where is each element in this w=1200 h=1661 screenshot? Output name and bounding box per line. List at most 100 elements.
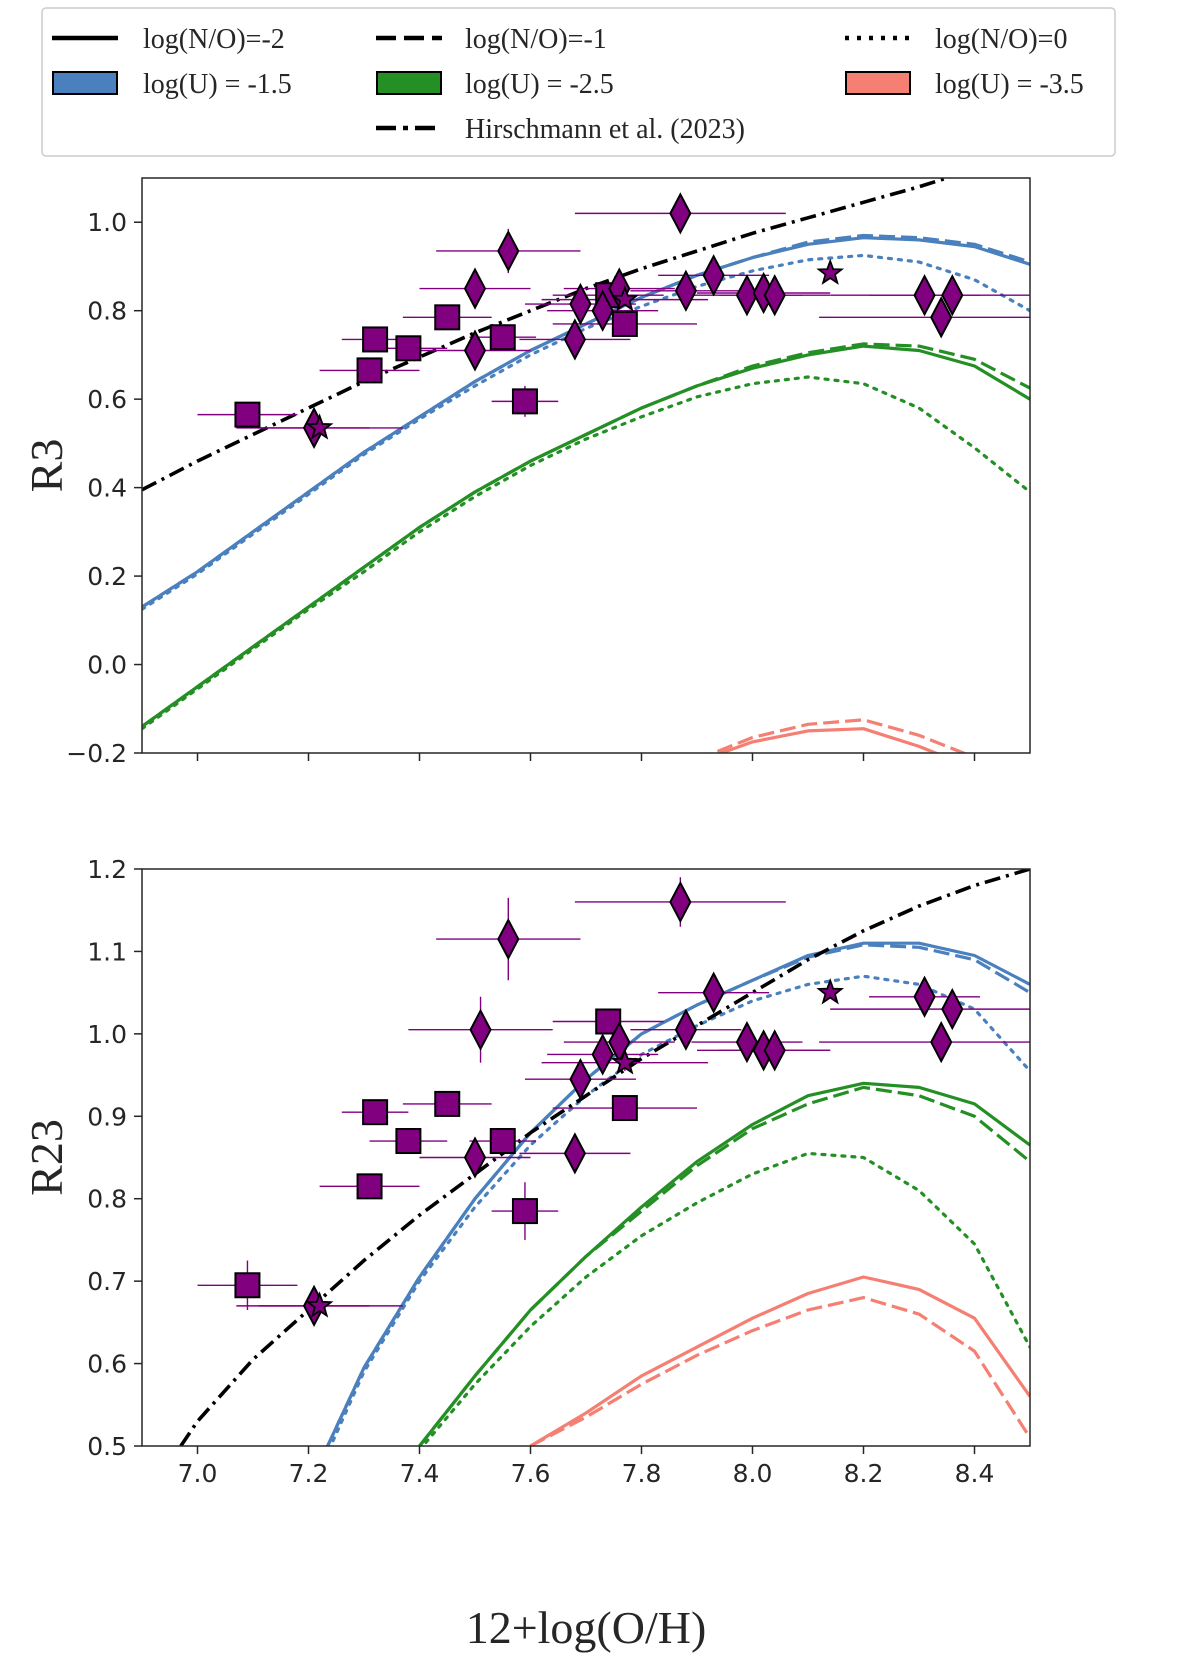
x-tick-label: 7.0 xyxy=(178,1459,218,1488)
model-line-logU-1.5-dashed xyxy=(142,233,1030,609)
legend-label: log(N/O)=0 xyxy=(935,24,1067,55)
model-line-logU-1.5-solid xyxy=(142,236,1030,609)
square-point xyxy=(611,1095,638,1122)
y-axis-label: R3 xyxy=(21,439,72,493)
plot-area xyxy=(142,178,1030,753)
diamond-point xyxy=(930,296,953,339)
diamond-point xyxy=(735,274,759,317)
x-tick-label: 7.2 xyxy=(289,1459,329,1488)
hirschmann-line xyxy=(179,869,1030,1446)
model-line-logU-3.5-solid xyxy=(529,1275,1030,1446)
x-tick-label: 8.0 xyxy=(733,1459,773,1488)
y-tick-label: 0.8 xyxy=(87,1185,127,1214)
legend: log(N/O)=-2 log(N/O)=-1 log(N/O)=0 log(U) =… xyxy=(41,7,1116,157)
square-point xyxy=(611,310,638,337)
x-tick-label: 8.4 xyxy=(955,1459,995,1488)
star-point xyxy=(305,1291,334,1318)
star-point xyxy=(610,284,639,312)
diamond-point xyxy=(702,971,725,1014)
diamond-point xyxy=(763,274,786,317)
hirschmann-line xyxy=(142,178,948,492)
legend-label: Hirschmann et al. (2023) xyxy=(465,114,745,145)
diamond-point xyxy=(669,192,692,235)
diamond-point xyxy=(469,1008,492,1051)
diamond-point xyxy=(913,274,936,317)
model-line-logU-3.5-dashed xyxy=(529,1296,1030,1446)
diamond-point xyxy=(497,917,520,961)
diamond-point xyxy=(669,880,692,924)
diamond-point xyxy=(591,289,614,332)
square-point xyxy=(511,388,538,415)
model-line-logU-1.5-dashed xyxy=(325,943,1030,1446)
square-point xyxy=(362,326,389,353)
square-point xyxy=(434,1090,461,1117)
diamond-point xyxy=(674,1008,698,1051)
plot-frame xyxy=(141,868,1031,1447)
model-line-logU-1.5-solid xyxy=(325,941,1030,1446)
square-point xyxy=(234,401,261,428)
y-tick-label: 0.0 xyxy=(87,651,127,680)
legend-box xyxy=(41,7,1116,157)
diamond-point xyxy=(702,254,725,297)
y-tick-label: 1.1 xyxy=(87,937,127,966)
model-line-logU-1.5-dotted xyxy=(328,974,1030,1446)
square-point xyxy=(511,1198,538,1225)
star-point xyxy=(816,258,845,285)
diamond-point xyxy=(497,229,520,273)
r23-panel: 7.0 7.2 7.4 7.6 7.8 8.0 8.2 8.4 0.5 0.6 0.7 0.8 0.9 1… xyxy=(21,855,1031,1653)
y-tick-label: 0.5 xyxy=(87,1432,127,1461)
diamond-point xyxy=(763,1029,786,1072)
diamond-point xyxy=(463,267,487,310)
y-tick-label: 1.0 xyxy=(87,1020,127,1049)
diamond-point xyxy=(563,1132,587,1175)
y-tick-label: 0.9 xyxy=(87,1102,127,1131)
model-line-logU-3.5-dashed xyxy=(709,718,968,753)
diamond-point xyxy=(930,1020,953,1064)
y-tick-label: 0.6 xyxy=(87,1350,127,1379)
star-point xyxy=(305,413,334,440)
model-line-logU-2.5-dotted xyxy=(142,375,1030,731)
legend-label: log(U) = -3.5 xyxy=(935,69,1084,100)
model-line-logU-2.5-dashed xyxy=(418,1085,1030,1446)
diamond-point xyxy=(941,274,964,317)
diamond-point xyxy=(569,1058,592,1101)
square-point xyxy=(395,1128,422,1155)
square-point xyxy=(395,335,422,362)
square-point xyxy=(434,304,461,331)
square-point xyxy=(489,1128,516,1155)
y-tick-label: 1.2 xyxy=(87,855,127,884)
x-axis-label: 12+log(O/H) xyxy=(466,1602,707,1653)
model-line-logU-2.5-solid xyxy=(142,344,1030,728)
diamond-point xyxy=(735,1020,759,1064)
square-point xyxy=(234,1272,261,1299)
y-tick-label: 0.4 xyxy=(87,474,127,503)
diamond-point xyxy=(463,329,487,372)
diamond-point xyxy=(463,1136,487,1179)
x-tick-label: 7.4 xyxy=(400,1459,440,1488)
legend-patch-blue xyxy=(52,71,118,95)
legend-label: log(U) = -2.5 xyxy=(465,69,614,100)
y-tick-label: −0.2 xyxy=(66,739,127,768)
diamond-point xyxy=(591,1033,614,1076)
model-line-logU-1.5-dotted xyxy=(142,253,1030,611)
diamond-point xyxy=(563,318,587,361)
diamond-point xyxy=(674,269,698,312)
square-point xyxy=(362,1099,389,1126)
y-axis-label: R23 xyxy=(21,1119,72,1196)
y-tick-label: 0.8 xyxy=(87,297,127,326)
y-tick-label: 0.6 xyxy=(87,385,127,414)
y-tick-label: 1.0 xyxy=(87,208,127,237)
star-point xyxy=(610,1048,639,1075)
square-point xyxy=(356,1173,383,1200)
legend-patch-salmon xyxy=(845,71,911,95)
x-tick-label: 7.8 xyxy=(622,1459,662,1488)
diamond-point xyxy=(569,282,592,326)
model-line-logU-2.5-dotted xyxy=(420,1151,1030,1446)
square-point xyxy=(489,324,516,351)
legend-label: log(U) = -1.5 xyxy=(143,69,292,100)
y-tick-label: 0.2 xyxy=(87,562,127,591)
model-line-logU-3.5-solid xyxy=(716,727,940,753)
diamond-point xyxy=(941,987,964,1031)
model-line-logU-2.5-dashed xyxy=(142,342,1030,728)
